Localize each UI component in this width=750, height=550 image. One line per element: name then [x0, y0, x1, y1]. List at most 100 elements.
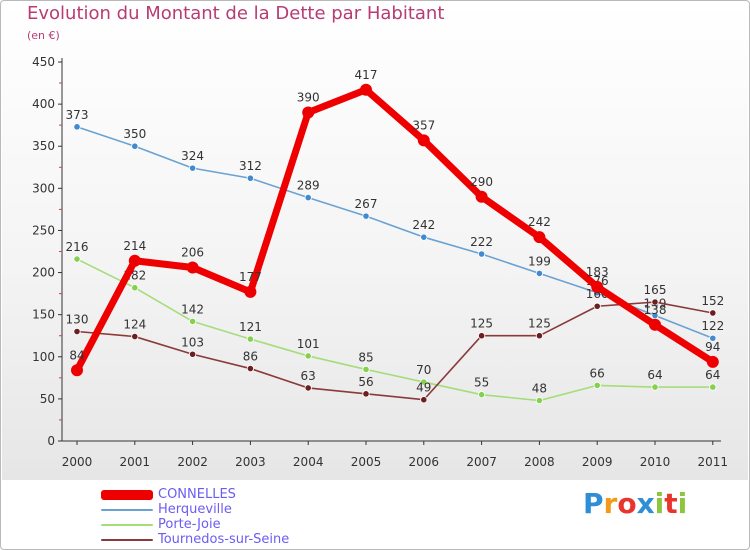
data-point: [362, 390, 370, 398]
logo-letter: t: [664, 487, 678, 520]
data-label: 267: [355, 197, 378, 211]
data-label: 214: [123, 239, 146, 253]
data-point: [709, 309, 717, 317]
data-point: [477, 250, 486, 258]
data-label: 130: [66, 313, 89, 327]
series-line-porte-joie: [76, 258, 714, 402]
logo-letter: i: [677, 487, 688, 520]
logo-letter: x: [636, 487, 655, 520]
data-label: 101: [297, 337, 320, 351]
data-point: [535, 332, 544, 340]
data-point: [420, 378, 428, 386]
data-label: 124: [123, 318, 146, 332]
legend-swatch: [101, 538, 153, 541]
legend-label: Tournedos-sur-Seine: [158, 532, 290, 547]
data-point: [186, 261, 199, 274]
data-point: [417, 134, 430, 147]
data-label: 312: [239, 159, 262, 173]
x-tick-label: 2009: [582, 455, 613, 469]
data-label: 177: [239, 270, 262, 284]
data-label: 64: [705, 368, 720, 382]
y-tick-label: 200: [32, 266, 55, 280]
data-label: 121: [239, 320, 262, 334]
data-label: 64: [647, 368, 662, 382]
plot-panel: [2, 2, 748, 480]
data-point: [244, 285, 257, 298]
data-point: [131, 142, 139, 150]
x-tick-label: 2011: [698, 455, 729, 469]
legend-label: CONNELLES: [158, 487, 236, 502]
data-label: 289: [297, 179, 320, 193]
legend-label: Porte-Joie: [158, 517, 221, 532]
data-point: [475, 190, 488, 203]
x-tick-label: 2007: [466, 455, 497, 469]
data-point: [533, 231, 546, 244]
data-label: 55: [474, 376, 489, 390]
data-point: [246, 174, 254, 182]
data-label: 94: [705, 340, 720, 354]
data-point: [362, 365, 370, 374]
data-label: 417: [355, 68, 378, 82]
series-connelles: 84 214 206 177 390 417 357 290 242 183 138 94: [69, 68, 720, 377]
data-point: [246, 335, 254, 343]
data-point: [420, 396, 428, 404]
legend-swatch: [101, 508, 153, 511]
data-point: [131, 284, 139, 292]
data-label: 242: [412, 218, 435, 232]
y-tick-label: 50: [40, 392, 55, 406]
x-tick-label: 2008: [524, 455, 555, 469]
x-tick-label: 2005: [351, 455, 382, 469]
data-point: [593, 381, 601, 390]
data-point: [706, 355, 719, 368]
data-label: 103: [181, 335, 204, 349]
data-point: [477, 391, 486, 399]
data-point: [651, 298, 659, 306]
y-tick-label: 0: [47, 434, 55, 448]
data-label: 199: [528, 254, 551, 268]
legend-item: Porte-Joie: [101, 517, 289, 532]
data-point: [709, 383, 717, 391]
logo-letter: i: [654, 487, 665, 520]
x-tick-label: 2010: [640, 455, 671, 469]
data-point: [73, 123, 81, 131]
x-tick-label: 2002: [177, 455, 208, 469]
data-point: [73, 327, 81, 336]
x-tick-label: 2000: [62, 455, 93, 469]
data-label: 152: [701, 294, 724, 308]
data-point: [651, 311, 659, 320]
proxiti-logo: Proxiti: [583, 487, 687, 520]
data-label: 48: [532, 382, 547, 396]
chart-subtitle: (en €): [27, 29, 60, 42]
data-label: 373: [66, 108, 89, 122]
data-point: [360, 83, 372, 96]
chart-title: Evolution du Montant de la Dette par Hab…: [27, 3, 445, 24]
data-label: 206: [181, 246, 204, 260]
data-point: [420, 233, 428, 241]
x-tick-label: 2006: [409, 455, 440, 469]
x-tick-label: 2001: [120, 455, 151, 469]
x-tick-label: 2003: [235, 455, 266, 469]
data-point: [535, 396, 544, 405]
data-label: 242: [528, 215, 551, 229]
series-line-tournedos-sur-seine: [76, 301, 714, 401]
data-label: 222: [470, 235, 493, 249]
series-line-herqueville: [76, 126, 714, 340]
logo-letter: r: [603, 487, 618, 520]
data-point: [304, 352, 312, 360]
legend-item: Tournedos-sur-Seine: [101, 532, 289, 547]
legend-swatch: [101, 523, 153, 526]
data-point: [362, 212, 370, 220]
data-label: 56: [358, 375, 373, 389]
logo-letter: o: [617, 487, 637, 520]
data-label: 125: [470, 317, 493, 331]
legend-label: Herqueville: [158, 502, 232, 517]
data-point: [649, 318, 661, 331]
data-label: 49: [416, 381, 431, 395]
data-point: [73, 255, 81, 263]
data-label: 66: [590, 366, 605, 380]
y-tick-label: 450: [32, 55, 55, 69]
data-label: 70: [416, 363, 431, 377]
